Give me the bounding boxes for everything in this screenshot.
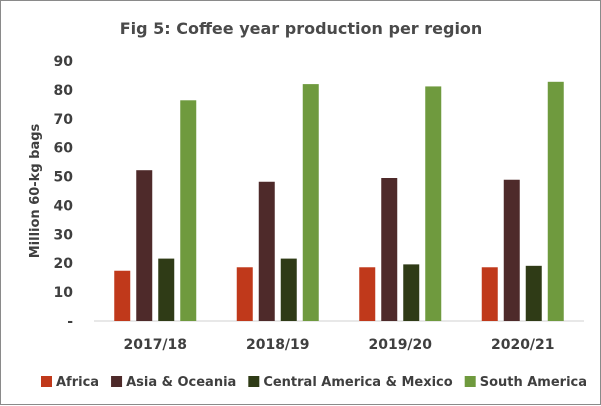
legend-swatch: [111, 376, 123, 387]
y-axis-ticks: - 10 20 30 40 50 60 70 80 90: [54, 54, 74, 330]
legend-label: South America: [480, 375, 587, 390]
bar-south-america-2018-19: [302, 84, 319, 321]
bar-africa-2017-18: [114, 270, 131, 321]
legend-swatch: [248, 376, 260, 387]
x-tick-label: 2020/21: [491, 337, 555, 353]
bar-africa-2020-21: [481, 267, 498, 321]
bar-asia-oceania-2018-19: [258, 181, 275, 321]
bar-central-america-mexico-2019-20: [403, 264, 420, 321]
legend-label: Asia & Oceania: [126, 375, 236, 390]
y-tick-label: 20: [54, 256, 74, 272]
bar-central-america-mexico-2017-18: [158, 258, 175, 321]
bar-south-america-2017-18: [180, 100, 197, 322]
bar-central-america-mexico-2020-21: [525, 265, 542, 321]
legend-label: Central America & Mexico: [263, 375, 452, 390]
bar-africa-2018-19: [236, 267, 253, 321]
y-tick-label: 40: [54, 198, 74, 214]
y-tick-label: -: [67, 314, 73, 330]
x-axis-ticks: 2017/18 2018/19 2019/20 2020/21: [123, 337, 554, 353]
legend: Africa Asia & Oceania Central America & Me…: [41, 375, 587, 390]
bar-asia-oceania-2020-21: [503, 179, 520, 321]
y-axis-label: Million 60-kg bags: [28, 123, 43, 258]
y-tick-label: 80: [54, 83, 74, 99]
y-tick-label: 10: [54, 285, 74, 301]
bar-asia-oceania-2019-20: [381, 178, 398, 321]
bar-central-america-mexico-2018-19: [280, 258, 297, 321]
y-tick-label: 60: [54, 141, 74, 157]
x-tick-label: 2019/20: [368, 337, 432, 353]
y-tick-label: 90: [54, 54, 74, 70]
legend-swatch: [41, 376, 52, 387]
bar-south-america-2019-20: [425, 86, 442, 321]
x-tick-label: 2017/18: [123, 337, 187, 353]
x-tick-label: 2018/19: [246, 337, 310, 353]
bar-asia-oceania-2017-18: [136, 170, 153, 321]
y-tick-label: 70: [54, 112, 74, 128]
legend-swatch: [464, 376, 476, 387]
bar-africa-2019-20: [359, 267, 376, 321]
y-tick-label: 50: [54, 170, 74, 186]
bars: [114, 81, 564, 322]
legend-label: Africa: [56, 375, 99, 390]
y-tick-label: 30: [54, 227, 74, 243]
chart-title: Fig 5: Coffee year production per region: [120, 19, 483, 38]
bar-south-america-2020-21: [547, 81, 564, 321]
